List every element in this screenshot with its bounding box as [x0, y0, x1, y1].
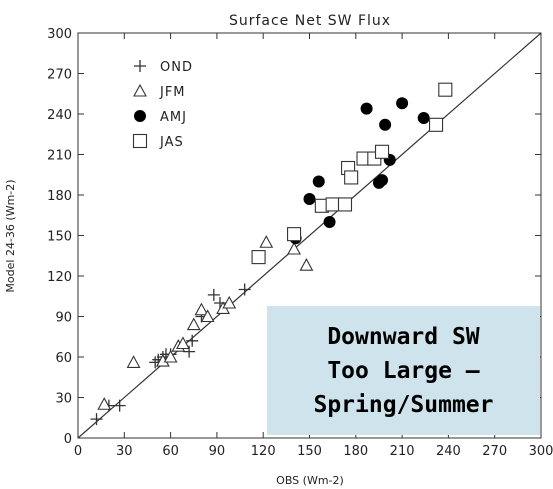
y-tick-label: 300	[47, 27, 72, 42]
point-amj	[396, 97, 409, 110]
x-tick-label: 0	[74, 444, 82, 459]
point-ond	[113, 399, 126, 412]
data-points	[90, 82, 453, 426]
point-jfm	[299, 258, 314, 271]
point-amj	[379, 118, 392, 131]
y-tick-label: 270	[47, 68, 72, 83]
point-jfm	[194, 302, 209, 316]
y-tick-label: 0	[64, 432, 72, 447]
axis-ticks: 0 30 60 90 120 150 180 210 240 270 300 0 30 60 90 120 15…	[47, 27, 553, 459]
point-amj	[376, 174, 389, 187]
point-jfm	[287, 241, 301, 255]
x-tick-label: 180	[343, 444, 368, 459]
point-jfm	[126, 355, 141, 368]
x-tick-label: 150	[297, 444, 322, 459]
legend-label-amj: AMJ	[160, 110, 187, 125]
point-ond	[90, 413, 103, 426]
y-tick-label: 30	[55, 392, 72, 407]
point-ond	[238, 283, 251, 296]
point-jfm	[186, 317, 201, 331]
y-axis-label: Model 24-36 (Wm-2)	[4, 179, 17, 292]
legend-marker-amj	[134, 110, 146, 122]
legend-label-ond: OND	[160, 60, 193, 75]
legend-label-jas: JAS	[159, 135, 184, 150]
point-amj	[303, 193, 316, 206]
point-jas	[337, 197, 353, 212]
legend-marker-ond	[134, 60, 146, 72]
y-tick-label: 120	[47, 270, 72, 285]
annotation-callout: Downward SW Too Large – Spring/Summer	[267, 306, 540, 435]
point-jfm	[97, 397, 112, 410]
x-tick-label: 120	[251, 444, 276, 459]
point-amj	[360, 102, 373, 115]
point-jfm	[163, 349, 178, 363]
point-amj	[323, 216, 336, 228]
callout-line-3: Spring/Summer	[313, 391, 494, 418]
x-tick-label: 300	[529, 444, 553, 459]
legend-marker-jfm	[133, 83, 147, 97]
x-tick-label: 210	[390, 444, 415, 459]
point-ond	[186, 334, 199, 347]
point-amj	[312, 175, 325, 188]
callout-line-2: Too Large –	[327, 357, 480, 384]
point-jas	[344, 170, 359, 185]
y-tick-label: 90	[55, 311, 72, 326]
y-tick-label: 240	[47, 108, 72, 123]
y-tick-label: 210	[47, 149, 72, 164]
point-jas	[251, 250, 266, 265]
x-tick-label: 30	[116, 444, 133, 459]
x-tick-label: 60	[162, 444, 179, 459]
x-tick-label: 240	[436, 444, 461, 459]
y-tick-label: 60	[55, 351, 72, 366]
chart-title: Surface Net SW Flux	[229, 13, 391, 29]
x-tick-label: 90	[209, 444, 226, 459]
one-to-one-line	[77, 32, 542, 439]
point-jas	[438, 82, 453, 97]
point-jas	[325, 197, 340, 212]
point-jfm	[222, 295, 237, 309]
point-ond	[207, 288, 220, 301]
legend-label-jfm: JFM	[159, 85, 186, 100]
x-axis-label: OBS (Wm-2)	[276, 474, 344, 487]
legend: OND JFM AMJ JAS	[132, 60, 193, 150]
point-jfm	[259, 235, 274, 248]
callout-line-1: Downward SW	[327, 323, 480, 350]
point-jas	[287, 227, 302, 242]
point-jfm	[200, 309, 215, 323]
point-amj	[417, 112, 430, 125]
y-tick-label: 150	[47, 230, 72, 245]
y-tick-label: 180	[47, 189, 72, 204]
point-jas	[429, 117, 444, 132]
point-jas	[374, 144, 390, 159]
point-jfm	[176, 336, 190, 350]
legend-marker-jas	[132, 133, 148, 149]
x-tick-label: 270	[482, 444, 507, 459]
